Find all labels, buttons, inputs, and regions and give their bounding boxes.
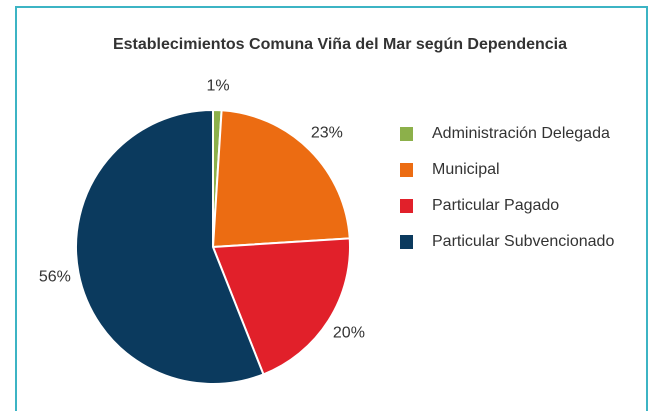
legend-label: Particular Pagado bbox=[432, 197, 559, 214]
legend-swatch bbox=[400, 199, 413, 213]
data-label: 23% bbox=[311, 124, 343, 141]
pie-slice bbox=[211, 109, 351, 249]
chart-title: Establecimientos Comuna Viña del Mar seg… bbox=[113, 36, 567, 53]
legend-swatch bbox=[400, 127, 413, 141]
legend-label: Municipal bbox=[432, 161, 500, 178]
frame bbox=[15, 6, 648, 411]
data-label: 1% bbox=[206, 77, 229, 94]
legend-swatch bbox=[400, 235, 413, 249]
legend-label: Administración Delegada bbox=[432, 125, 610, 142]
data-label: 56% bbox=[39, 268, 71, 285]
pie-slice bbox=[211, 237, 351, 376]
legend-swatch bbox=[400, 163, 413, 177]
legend-label: Particular Subvencionado bbox=[432, 233, 614, 250]
data-label: 20% bbox=[333, 324, 365, 341]
pie-slice bbox=[75, 108, 265, 385]
